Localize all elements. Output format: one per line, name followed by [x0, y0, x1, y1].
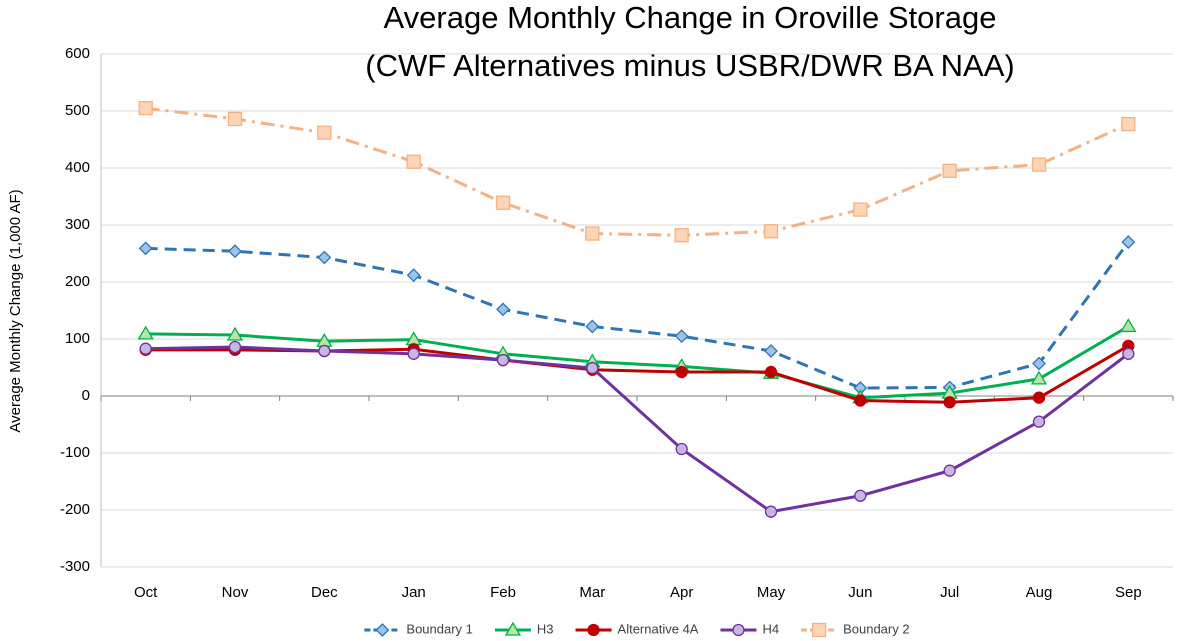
- y-tick-label: -200: [60, 501, 90, 518]
- marker: [732, 623, 745, 637]
- x-tick-label: Mar: [579, 584, 605, 601]
- marker: [1031, 157, 1047, 172]
- x-tick-label: Nov: [222, 584, 249, 601]
- legend-label: Boundary 1: [406, 621, 473, 636]
- x-tick-label: Aug: [1026, 584, 1053, 601]
- marker: [674, 329, 689, 344]
- marker: [1122, 347, 1135, 360]
- x-tick-label: Apr: [670, 584, 693, 601]
- y-axis-label: Average Monthly Change (1,000 AF): [7, 189, 24, 432]
- marker: [942, 163, 957, 179]
- marker: [137, 325, 154, 340]
- marker: [764, 344, 778, 358]
- legend-label: H4: [762, 621, 779, 636]
- marker: [586, 361, 599, 375]
- marker: [585, 319, 600, 334]
- y-tick-label: 300: [65, 216, 90, 233]
- chart-title: Average Monthly Change in Oroville Stora…: [384, 0, 997, 35]
- marker: [228, 340, 242, 354]
- marker: [1120, 318, 1137, 333]
- marker: [943, 464, 956, 477]
- x-tick-label: Feb: [490, 584, 516, 601]
- marker: [943, 396, 956, 409]
- marker: [407, 347, 420, 360]
- marker: [585, 226, 600, 241]
- marker: [318, 344, 331, 358]
- y-tick-label: 400: [65, 159, 90, 176]
- marker: [138, 101, 153, 116]
- x-tick-label: Jan: [402, 584, 426, 601]
- marker: [763, 224, 779, 239]
- series-line: [145, 241, 1130, 390]
- marker: [495, 195, 511, 210]
- legend-label: Boundary 2: [843, 621, 910, 636]
- marker: [226, 326, 244, 341]
- y-tick-label: -300: [60, 558, 90, 575]
- marker: [587, 623, 600, 637]
- y-tick-label: 600: [65, 45, 90, 62]
- legend: Boundary 1 H3 Alternative 4A H4 Boundary 2: [364, 621, 910, 638]
- chart-subtitle: (CWF Alternatives minus USBR/DWR BA NAA): [365, 48, 1014, 83]
- marker: [406, 268, 421, 283]
- marker: [139, 342, 152, 355]
- series-line: [145, 106, 1129, 237]
- series-line: [145, 344, 1130, 404]
- x-tick-label: Jul: [940, 584, 959, 601]
- marker: [504, 621, 522, 636]
- x-tick-label: May: [757, 584, 786, 601]
- marker: [375, 623, 390, 637]
- marker: [406, 154, 421, 169]
- marker: [228, 244, 242, 259]
- legend-label: H3: [537, 621, 554, 636]
- x-tick-label: Oct: [134, 584, 158, 601]
- marker: [1030, 370, 1048, 385]
- series-line: [145, 345, 1130, 514]
- marker: [854, 489, 867, 502]
- marker: [854, 394, 867, 407]
- marker: [317, 250, 332, 265]
- series-line: [145, 325, 1130, 400]
- marker: [496, 302, 510, 317]
- x-tick-label: Jun: [848, 584, 872, 601]
- legend-label: Alternative 4A: [618, 621, 699, 636]
- marker: [674, 228, 689, 243]
- marker: [1032, 356, 1046, 371]
- marker: [1121, 235, 1136, 250]
- y-tick-label: 0: [82, 387, 90, 404]
- marker: [764, 505, 778, 518]
- x-tick-label: Sep: [1115, 584, 1142, 601]
- marker: [1032, 391, 1046, 404]
- y-tick-label: 100: [65, 330, 90, 347]
- marker: [1121, 116, 1136, 132]
- x-tick-label: Dec: [311, 584, 338, 601]
- marker: [853, 202, 868, 217]
- marker: [227, 111, 243, 127]
- marker: [317, 125, 332, 140]
- marker: [1032, 415, 1046, 428]
- y-tick-label: 200: [65, 273, 90, 290]
- marker: [675, 365, 688, 379]
- marker: [811, 622, 827, 638]
- marker: [764, 365, 778, 379]
- y-tick-label: -100: [60, 444, 90, 461]
- marker: [496, 353, 510, 367]
- marker: [138, 241, 153, 256]
- marker: [675, 442, 688, 456]
- y-tick-label: 500: [65, 102, 90, 119]
